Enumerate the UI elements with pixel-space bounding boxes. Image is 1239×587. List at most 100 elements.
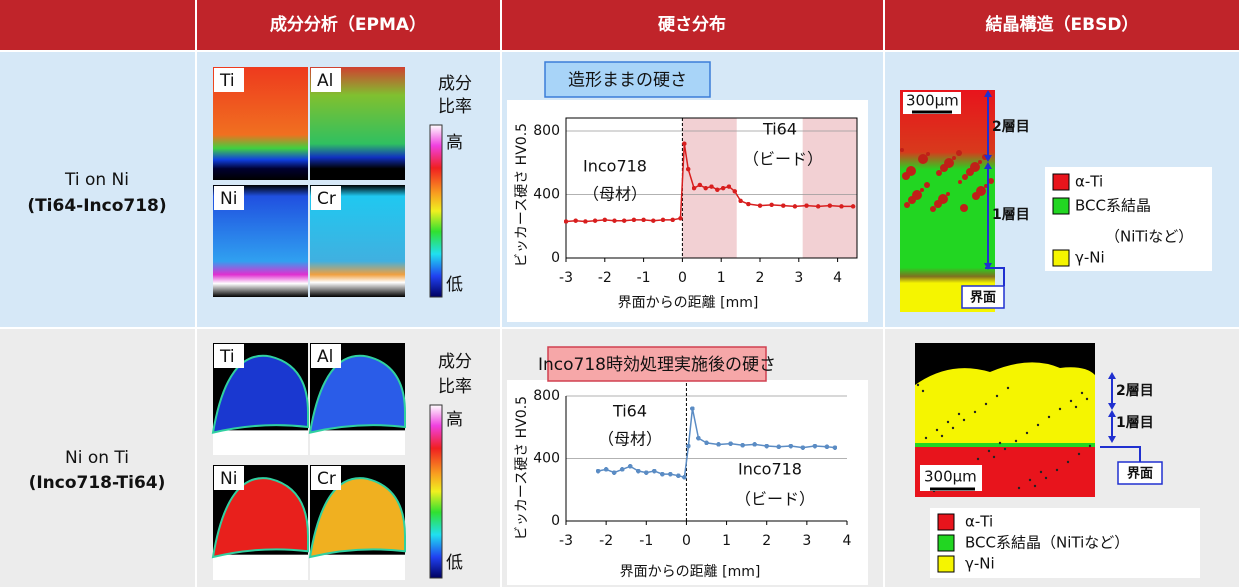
ebsd-phase — [915, 443, 1095, 447]
annotation: （ビード） — [743, 150, 823, 169]
annotation: （ビード） — [735, 490, 815, 509]
x-tick-label: -1 — [639, 533, 653, 549]
layer-label: 2層目 — [992, 119, 1030, 135]
annotation: （母材） — [598, 430, 662, 449]
ebsd-grain — [970, 162, 980, 172]
epma-map-substrate — [310, 555, 405, 580]
color-scale — [430, 405, 442, 578]
ebsd-grain — [924, 182, 930, 188]
annotation: Inco718 — [738, 460, 802, 479]
legend-swatch — [1053, 250, 1069, 266]
ebsd-grain — [952, 156, 956, 160]
color-scale-title: 成分 — [438, 74, 472, 94]
x-tick-label: 4 — [843, 533, 852, 549]
interface-label: 界面 — [1127, 466, 1153, 482]
ebsd-grain — [1015, 440, 1017, 442]
ebsd-grain — [917, 384, 919, 386]
x-axis-label: 界面からの距離 [mm] — [618, 294, 759, 311]
ebsd-grain — [922, 390, 924, 392]
ebsd-grain — [977, 458, 979, 460]
ebsd-grain — [958, 180, 962, 184]
legend-label: γ-Ni — [1075, 249, 1105, 267]
color-scale-low: 低 — [446, 275, 463, 295]
ebsd-grain — [1075, 406, 1077, 408]
ebsd-grain — [978, 160, 982, 164]
ebsd-grain — [918, 154, 928, 164]
ebsd-grain — [1040, 471, 1042, 473]
y-axis-label: ビッカース硬さ HV0.5 — [514, 396, 530, 540]
chart-title: Inco718時効処理実施後の硬さ — [538, 355, 776, 375]
x-tick-label: -2 — [599, 533, 613, 549]
ebsd-grain — [938, 194, 948, 204]
ebsd-grain — [1007, 387, 1009, 389]
ebsd-grain — [926, 152, 930, 156]
y-tick-label: 400 — [533, 451, 560, 467]
ebsd-grain — [976, 186, 986, 196]
ebsd-grain — [1070, 400, 1072, 402]
x-tick-label: 2 — [756, 270, 765, 286]
epma-label: Cr — [317, 189, 336, 209]
ebsd-grain — [1034, 485, 1036, 487]
epma-label: Ti — [219, 347, 235, 367]
color-scale-high: 高 — [446, 133, 463, 153]
x-tick-label: 0 — [678, 270, 687, 286]
ebsd-grain — [936, 429, 938, 431]
layer-label: 2層目 — [1116, 383, 1154, 399]
row-label: (Inco718-Ti64) — [29, 473, 166, 493]
color-scale-high: 高 — [446, 410, 463, 430]
color-scale-title: 比率 — [438, 377, 472, 397]
ebsd-grain — [999, 442, 1001, 444]
color-scale-title: 比率 — [438, 97, 472, 117]
interface-label: 界面 — [970, 290, 996, 306]
ebsd-grain — [912, 190, 922, 200]
ebsd-grain — [1059, 408, 1061, 410]
row-label: Ti on Ni — [64, 170, 129, 190]
x-tick-label: 1 — [722, 533, 731, 549]
color-scale-low: 低 — [446, 553, 463, 573]
legend-swatch — [1053, 198, 1069, 214]
x-tick-label: -1 — [637, 270, 651, 286]
annotation: Ti64 — [612, 402, 647, 421]
epma-label: Al — [317, 347, 333, 367]
layer-label: 1層目 — [992, 207, 1030, 223]
x-tick-label: -3 — [559, 270, 573, 286]
ebsd-grain — [1029, 479, 1031, 481]
scale-label: 300μm — [906, 92, 959, 110]
ebsd-grain — [1048, 416, 1050, 418]
y-tick-label: 400 — [533, 187, 560, 203]
epma-label: Cr — [317, 469, 336, 489]
legend-box — [1045, 167, 1212, 271]
ebsd-grain — [958, 413, 960, 415]
ebsd-grain — [963, 419, 965, 421]
legend-label: γ-Ni — [965, 555, 995, 573]
ebsd-grain — [944, 158, 954, 168]
ebsd-grain — [962, 174, 968, 180]
ebsd-grain — [1026, 432, 1028, 434]
scale-label: 300μm — [924, 468, 977, 486]
epma-label: Ni — [220, 189, 237, 209]
ebsd-grain — [956, 150, 962, 156]
epma-label: Ti — [219, 71, 235, 91]
x-tick-label: 1 — [717, 270, 726, 286]
ebsd-grain — [1081, 392, 1083, 394]
ebsd-grain — [947, 421, 949, 423]
x-tick-label: 3 — [794, 270, 803, 286]
epma-map-substrate — [213, 430, 308, 455]
ebsd-grain — [1089, 445, 1091, 447]
y-tick-label: 0 — [551, 513, 560, 529]
ebsd-grain — [1086, 398, 1088, 400]
ebsd-grain — [900, 148, 904, 152]
x-tick-label: -2 — [598, 270, 612, 286]
x-tick-label: 4 — [833, 270, 842, 286]
shaded-range — [682, 118, 736, 258]
annotation: Inco718 — [583, 157, 647, 176]
ebsd-grain — [941, 435, 943, 437]
x-tick-label: 0 — [682, 533, 691, 549]
ebsd-grain — [906, 166, 916, 176]
x-tick-label: 3 — [802, 533, 811, 549]
ebsd-grain — [920, 188, 924, 192]
row-label: Ni on Ti — [65, 448, 129, 468]
epma-map-substrate — [310, 430, 405, 455]
ebsd-grain — [930, 206, 936, 212]
annotation: （母材） — [583, 185, 647, 204]
